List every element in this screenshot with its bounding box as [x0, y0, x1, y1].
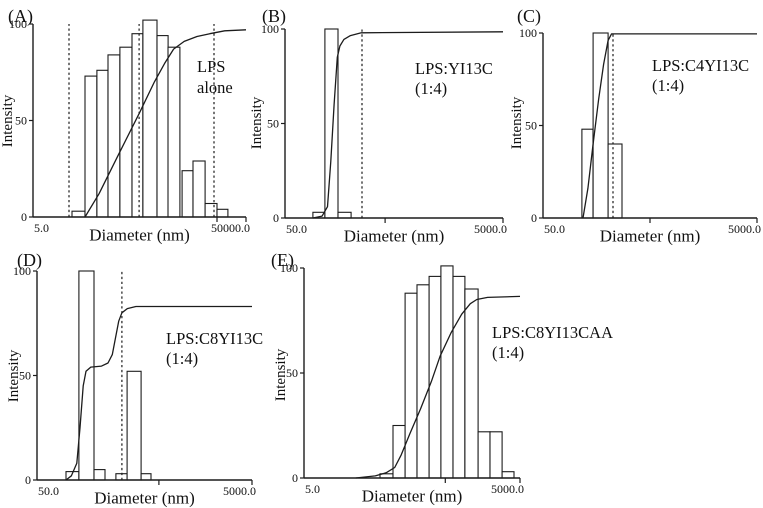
y-axis-title: Intensity: [509, 96, 525, 149]
histogram-bar: [84, 75, 98, 218]
histogram-bar: [440, 265, 454, 479]
cumulative-curve: [312, 31, 504, 219]
histogram-bar: [192, 160, 206, 218]
y-axis-title: Intensity: [6, 349, 22, 402]
y-tick-label: 100: [261, 22, 279, 36]
histogram-bar: [404, 292, 418, 479]
histogram-bar: [489, 431, 503, 479]
histogram-bar: [216, 208, 229, 218]
histogram-bar: [78, 270, 95, 481]
histogram-bar: [607, 143, 623, 219]
sample-annotation: LPS:C4YI13C: [652, 56, 749, 75]
histogram-bar: [167, 46, 181, 218]
sample-annotation: LPS:C8YI13C: [166, 329, 263, 348]
x-axis-title: Diameter (nm): [362, 487, 463, 506]
x-max-label: 50000.0: [211, 221, 250, 235]
histogram-bar: [93, 469, 106, 481]
histogram-bar: [204, 202, 218, 218]
y-axis-title: Intensity: [273, 348, 289, 401]
panel-letter: (E): [271, 250, 294, 271]
y-tick-label: 50: [15, 114, 27, 128]
histogram-bar: [142, 19, 158, 218]
x-axis-title: Diameter (nm): [89, 226, 190, 245]
panel-e: 0 50 100 5.0 5000.0 Diameter (nm) Intensity (E)…: [271, 250, 613, 506]
sample-annotation: (1:4): [166, 349, 198, 368]
sample-annotation: LPS:C8YI13CAA: [492, 323, 613, 342]
cumulative-curve: [582, 33, 757, 219]
histogram-bar: [324, 28, 339, 219]
y-tick-label: 100: [280, 261, 298, 275]
x-axis-title: Diameter (nm): [600, 227, 701, 246]
cumulative-curve: [355, 295, 521, 479]
x-min-label: 5.0: [34, 221, 49, 235]
panel-letter: (D): [17, 250, 42, 271]
y-tick-label: 50: [267, 117, 279, 131]
y-tick-label: 50: [286, 366, 298, 380]
sample-annotation: (1:4): [492, 343, 524, 362]
x-max-label: 5000.0: [474, 222, 507, 236]
histogram-bar: [140, 473, 152, 481]
y-tick-label: 0: [273, 211, 279, 225]
sample-annotation: (1:4): [652, 76, 684, 95]
x-axis-title: Diameter (nm): [344, 227, 445, 246]
panel-letter: (C): [517, 6, 541, 27]
panel-letter: (A): [8, 6, 33, 27]
y-axis-title: Intensity: [249, 96, 265, 149]
x-min-label: 50.0: [38, 484, 59, 498]
histogram-bar: [464, 288, 479, 479]
panel-b: 0 50 100 50.0 5000.0 Diameter (nm) Intensity (B…: [249, 6, 507, 246]
histogram-bar: [156, 35, 169, 218]
x-min-label: 50.0: [286, 222, 307, 236]
sample-annotation: (1:4): [415, 79, 447, 98]
cumulative-curve: [84, 29, 247, 218]
histogram-bar: [581, 128, 594, 219]
histogram-bar: [337, 211, 352, 219]
y-axis-title: Intensity: [0, 94, 16, 147]
y-tick-label: 0: [21, 210, 27, 224]
x-max-label: 5000.0: [728, 222, 761, 236]
histogram-bar: [181, 170, 194, 218]
x-max-label: 5000.0: [491, 482, 524, 496]
y-tick-label: 0: [531, 211, 537, 225]
y-tick-label: 50: [525, 119, 537, 133]
histogram-bar: [477, 431, 491, 479]
y-tick-label: 100: [9, 17, 27, 31]
histogram-bar: [452, 275, 466, 479]
cumulative-curve: [65, 305, 252, 481]
x-min-label: 50.0: [544, 222, 565, 236]
x-max-label: 5000.0: [223, 484, 256, 498]
panel-a: 0 50 100 5.0 50000.0 Diameter (nm) Intensity (A…: [0, 6, 250, 245]
sample-annotation: LPS:YI13C: [415, 59, 493, 78]
histogram-bar: [428, 275, 442, 479]
x-min-label: 5.0: [305, 482, 320, 496]
histogram-bar: [71, 210, 86, 218]
panel-c: 0 50 100 50.0 5000.0 Diameter (nm) Intensity (C…: [509, 6, 761, 246]
y-tick-label: 50: [19, 369, 31, 383]
histogram-bar: [107, 54, 121, 218]
sample-annotation: alone: [197, 78, 233, 97]
sample-annotation: LPS: [197, 57, 225, 76]
x-axis-title: Diameter (nm): [94, 489, 195, 508]
histogram-bar: [501, 471, 515, 479]
y-tick-label: 0: [292, 471, 298, 485]
y-tick-label: 100: [519, 26, 537, 40]
y-tick-label: 0: [25, 473, 31, 487]
y-tick-label: 100: [13, 264, 31, 278]
panel-letter: (B): [262, 6, 286, 27]
histogram-bar: [416, 284, 430, 479]
histogram-bar: [126, 370, 142, 481]
histogram-bar: [392, 424, 406, 479]
panel-d: 0 50 100 50.0 5000.0 Diameter (nm) Intensity (D…: [6, 250, 263, 508]
